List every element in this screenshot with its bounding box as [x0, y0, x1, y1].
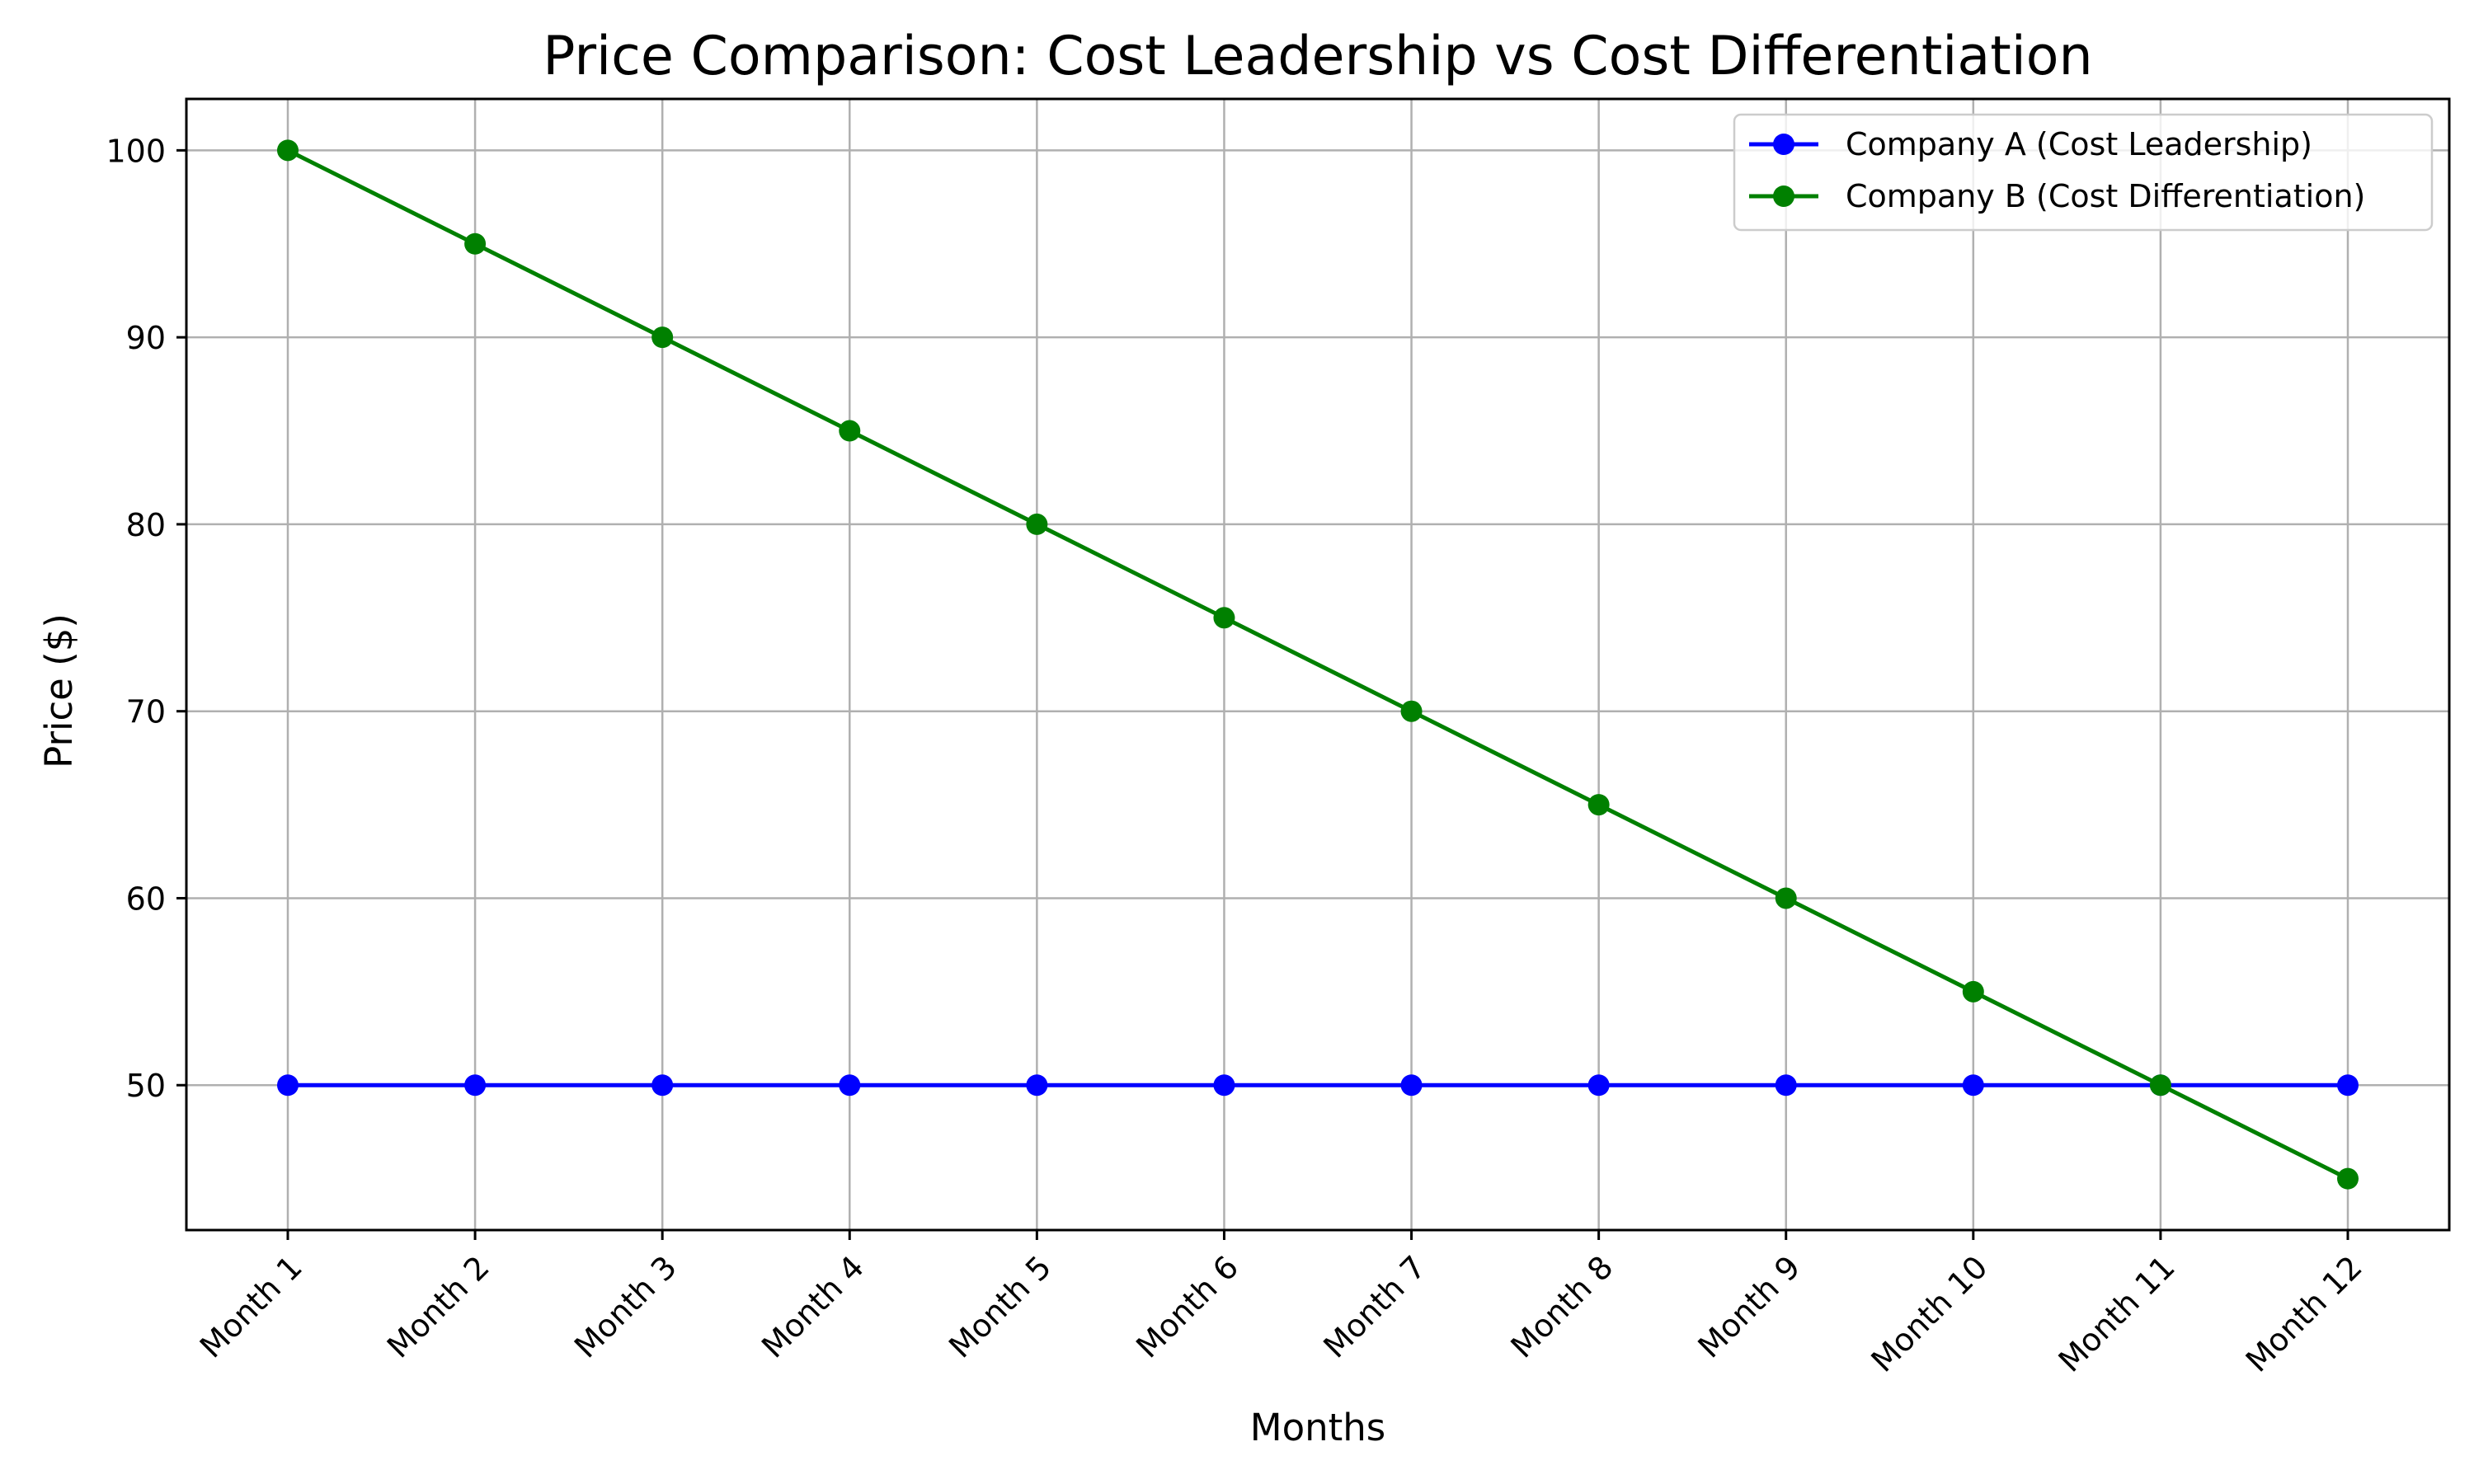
series-1-point: [839, 1074, 861, 1097]
grid-layer: [186, 99, 2449, 1230]
y-tick-label: 60: [126, 881, 166, 917]
series-1-point: [1775, 1074, 1797, 1097]
y-tick-label: 80: [126, 507, 166, 543]
series-1-point: [651, 1074, 674, 1097]
series-1-point: [1026, 1074, 1048, 1097]
series-2-point: [1026, 513, 1048, 535]
axes-layer: [185, 97, 2451, 1232]
y-tick-label: 70: [126, 694, 166, 730]
series-2-point: [2337, 1167, 2359, 1190]
legend-swatch-marker: [1773, 186, 1794, 207]
chart-title: Price Comparison: Cost Leadership vs Cos…: [543, 26, 2092, 87]
series-2-point: [464, 232, 487, 255]
series-2-point: [1587, 794, 1610, 816]
legend-swatch-marker: [1773, 134, 1794, 155]
series-1-point: [2337, 1074, 2359, 1097]
series-2-point: [1213, 607, 1235, 629]
series-1-point: [1587, 1074, 1610, 1097]
y-tick-label: 90: [126, 320, 166, 356]
series-1-point: [277, 1074, 299, 1097]
series-1-point: [1400, 1074, 1423, 1097]
legend: Company A (Cost Leadership) Company B (Co…: [1733, 113, 2434, 232]
series-1-point: [1962, 1074, 1984, 1097]
series-layer: [277, 139, 2359, 1190]
series-1-point: [1213, 1074, 1235, 1097]
legend-label: Company A (Cost Leadership): [1846, 126, 2312, 162]
y-tick-label: 100: [106, 133, 166, 169]
series-2-point: [1400, 700, 1423, 722]
y-axis-label: Price ($): [37, 613, 81, 768]
series-1-point: [464, 1074, 487, 1097]
series-2-point: [2149, 1074, 2171, 1097]
legend-label: Company B (Cost Differentiation): [1846, 178, 2365, 214]
series-2-point: [651, 326, 674, 349]
plot-frame: [185, 97, 2451, 1232]
series-line-2: [285, 148, 2350, 1181]
y-tick-label: 50: [126, 1068, 166, 1104]
legend-box: [1733, 113, 2434, 232]
series-2-point: [277, 139, 299, 162]
series-2-point: [1962, 980, 1984, 1003]
x-axis-label: Months: [1250, 1406, 1386, 1449]
series-2-point: [1775, 887, 1797, 909]
series-2-point: [839, 420, 861, 442]
